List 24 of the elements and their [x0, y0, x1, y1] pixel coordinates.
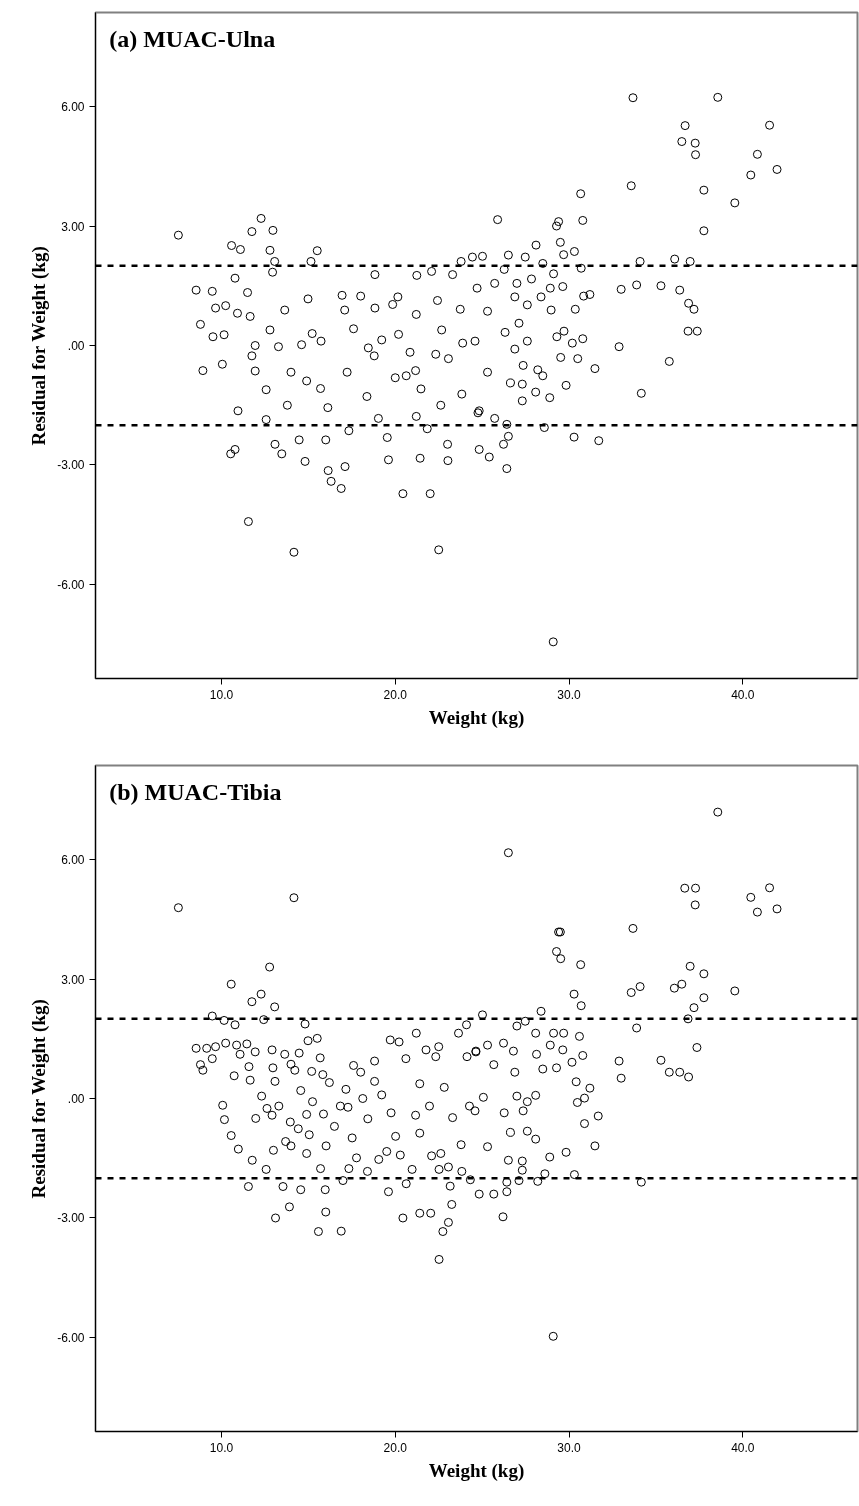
- x-tick-label: 20.0: [383, 1440, 408, 1455]
- x-tick-label: 40.0: [731, 1440, 755, 1455]
- x-tick-label: 10.0: [209, 1440, 234, 1455]
- x-tick-label: 30.0: [557, 1440, 582, 1455]
- x-tick-label: 10.0: [209, 687, 234, 702]
- x-tick-label: 40.0: [731, 687, 755, 702]
- x-tick-label: 30.0: [557, 687, 582, 702]
- y-tick-label: .00: [67, 339, 85, 353]
- y-tick-label: 3.00: [61, 219, 85, 234]
- y-tick-label: -3.00: [57, 458, 85, 473]
- y-tick-label: -3.00: [57, 1211, 85, 1226]
- y-tick-label: 3.00: [61, 972, 85, 987]
- y-tick-label: 6.00: [61, 853, 85, 867]
- y-tick-label: 6.00: [61, 100, 85, 114]
- text: (a) MUAC-Ulna: [109, 25, 276, 52]
- y-tick-label: .00: [67, 1092, 85, 1106]
- x-axis-title: Weight (kg): [428, 1459, 525, 1482]
- y-tick-label: -6.00: [57, 578, 85, 592]
- y-axis-title: Residual for Weight (kg): [28, 999, 51, 1199]
- y-axis-title: Residual for Weight (kg): [28, 246, 51, 446]
- y-tick-label: -6.00: [57, 1331, 85, 1345]
- text: (b) MUAC-Tibia: [109, 778, 282, 805]
- x-axis-title: Weight (kg): [428, 706, 525, 729]
- x-tick-label: 20.0: [383, 687, 408, 702]
